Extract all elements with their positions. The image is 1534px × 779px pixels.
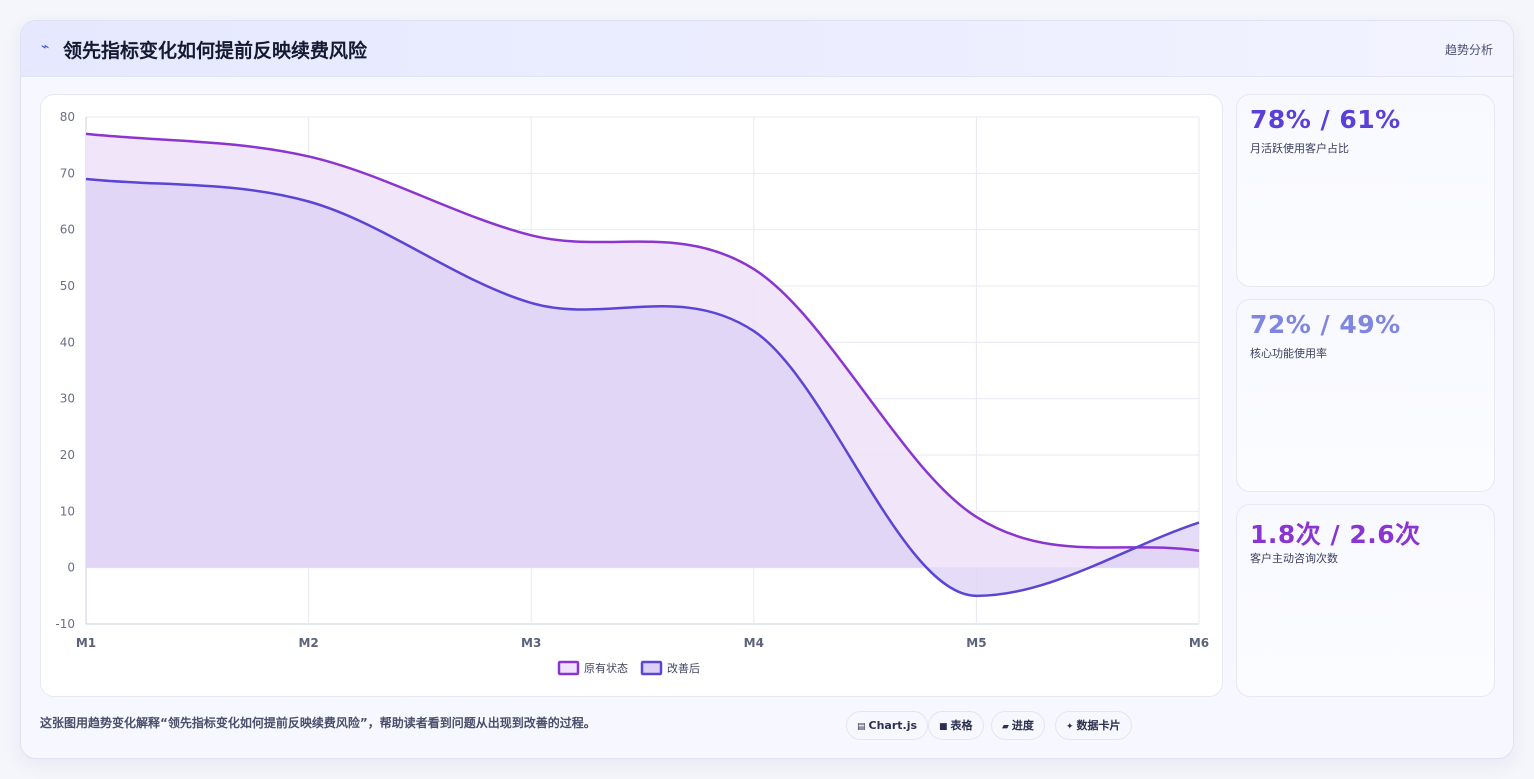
- metric-value: 72% / 49%: [1250, 310, 1401, 339]
- chart-panel: -10 0 10 20 30 40 50 60 70 80 M1 M2 M3 M4 M5 M6 原有状态 改善后: [40, 94, 1223, 697]
- x-tick-label: M4: [744, 636, 764, 650]
- report-card: ⌁ 领先指标变化如何提前反映续费风险 趋势分析 -10 0 10 20 30 40 50 60…: [20, 20, 1514, 759]
- legend-label-1: 改善后: [667, 661, 700, 675]
- series-area-1: [86, 178, 1199, 596]
- legend-label-0: 原有状态: [584, 661, 628, 675]
- y-tick-label: 70: [60, 166, 75, 180]
- y-tick-label: 60: [60, 223, 75, 237]
- y-tick-label: 30: [60, 392, 75, 406]
- y-tick-label: 10: [60, 504, 75, 518]
- chip-data-card[interactable]: ✦ 数据卡片: [1055, 711, 1132, 740]
- legend-swatch-1: [640, 660, 663, 676]
- metric-card-inquiries: 1.8次 / 2.6次 客户主动咨询次数: [1236, 504, 1495, 697]
- metric-label: 月活跃使用客户占比: [1250, 142, 1349, 155]
- chip-label: 数据卡片: [1076, 719, 1121, 732]
- x-tick-label: M6: [1189, 636, 1209, 650]
- y-tick-label: 50: [60, 279, 75, 293]
- card-icon: ✦: [1066, 722, 1074, 732]
- table-icon: ■: [939, 722, 948, 732]
- area-chart: -10 0 10 20 30 40 50 60 70 80 M1 M2 M3 M4 M5 M6 原有状态 改善后: [55, 110, 1209, 676]
- metric-value: 1.8次 / 2.6次: [1250, 520, 1421, 549]
- chip-chartjs[interactable]: ▤ Chart.js: [846, 711, 929, 740]
- y-tick-label: 40: [60, 335, 75, 349]
- chart-description: 这张图用趋势变化解释“领先指标变化如何提前反映续费风险”，帮助读者看到问题从出现…: [40, 716, 596, 730]
- metric-card-active-users: 78% / 61% 月活跃使用客户占比: [1236, 94, 1495, 287]
- y-tick-label: -10: [55, 617, 75, 631]
- chip-label: 表格: [950, 719, 973, 732]
- metric-label: 客户主动咨询次数: [1250, 552, 1338, 565]
- page-title: 领先指标变化如何提前反映续费风险: [63, 40, 368, 62]
- x-tick-label: M3: [521, 636, 541, 650]
- chip-progress[interactable]: ▰ 进度: [991, 711, 1045, 740]
- series-line-1: [85, 177, 1200, 598]
- x-tick-label: M2: [298, 636, 318, 650]
- series-line-0: [85, 132, 1200, 553]
- x-tick-label: M5: [966, 636, 986, 650]
- metric-label: 核心功能使用率: [1250, 347, 1327, 360]
- y-tick-label: 0: [67, 561, 75, 575]
- chip-table[interactable]: ■ 表格: [928, 711, 984, 740]
- legend-swatch-0: [557, 660, 580, 676]
- chip-label: Chart.js: [868, 719, 918, 732]
- metric-card-feature-usage: 72% / 49% 核心功能使用率: [1236, 299, 1495, 492]
- chart-icon: ▤: [857, 722, 866, 732]
- chip-label: 进度: [1011, 719, 1034, 732]
- metric-value: 78% / 61%: [1250, 105, 1401, 134]
- header-tag: 趋势分析: [1444, 43, 1493, 57]
- x-tick-label: M1: [76, 636, 96, 650]
- card-header: ⌁ 领先指标变化如何提前反映续费风险 趋势分析: [21, 21, 1513, 77]
- trend-icon: ⌁: [41, 39, 50, 55]
- progress-icon: ▰: [1002, 722, 1009, 732]
- y-tick-label: 20: [60, 448, 75, 462]
- y-tick-label: 80: [60, 110, 75, 124]
